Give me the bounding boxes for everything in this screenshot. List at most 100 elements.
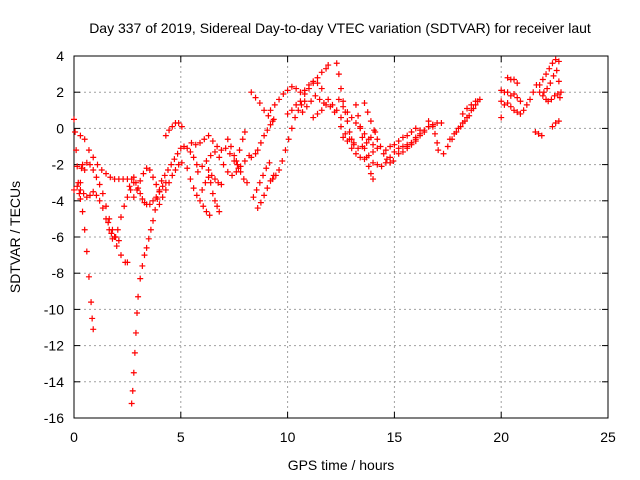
data-point [342, 130, 349, 137]
data-point [514, 109, 521, 116]
data-point [177, 145, 184, 152]
data-point [171, 156, 178, 163]
data-point [150, 174, 157, 181]
data-point [361, 145, 368, 152]
series-arc-17 [199, 172, 225, 193]
data-point [90, 326, 97, 333]
data-point [280, 91, 287, 98]
data-point [199, 163, 206, 170]
data-point [425, 118, 432, 125]
series-arc-16 [194, 148, 253, 179]
data-point [464, 105, 471, 112]
series-arc-09 [130, 165, 163, 201]
data-point [476, 96, 483, 103]
data-point [344, 138, 351, 145]
data-point [111, 234, 118, 240]
data-point [90, 154, 97, 161]
data-point [261, 132, 268, 139]
data-point [226, 150, 233, 157]
series-arc-49 [540, 67, 565, 96]
series-arc-20 [248, 89, 276, 125]
data-point [370, 159, 377, 166]
data-point [71, 186, 77, 193]
data-point [539, 92, 546, 99]
data-point [371, 127, 378, 134]
y-tick-label: 4 [56, 48, 64, 64]
data-point [263, 165, 270, 172]
data-point [218, 147, 225, 154]
data-point [231, 152, 238, 159]
data-point [325, 96, 332, 103]
data-point [370, 148, 377, 155]
series-arc-06 [105, 179, 137, 240]
data-point [377, 143, 384, 150]
data-point [314, 110, 321, 117]
data-point [318, 85, 325, 92]
data-point [310, 80, 317, 87]
data-point [421, 127, 428, 134]
series-arc-22 [250, 159, 273, 201]
data-point [124, 259, 131, 266]
data-point [143, 165, 150, 172]
data-point [197, 139, 204, 146]
data-point [241, 157, 248, 164]
series-arc-42 [459, 98, 479, 117]
data-point [74, 183, 81, 190]
data-point [318, 107, 325, 114]
data-point [172, 167, 179, 174]
data-points [71, 56, 565, 407]
data-point [511, 76, 518, 83]
series-arc-21 [248, 116, 277, 161]
data-point [361, 100, 368, 107]
data-point [544, 85, 551, 92]
data-point [303, 103, 310, 110]
data-point [202, 179, 209, 186]
data-point [152, 206, 159, 213]
data-point [81, 226, 88, 233]
series-arc-12 [162, 119, 185, 139]
data-point [517, 98, 524, 105]
data-point [260, 172, 267, 179]
data-point [244, 179, 251, 186]
data-point [399, 148, 406, 155]
data-point [239, 136, 246, 143]
data-point [514, 94, 521, 101]
data-point [293, 85, 300, 92]
data-point [187, 176, 194, 183]
data-point [558, 89, 565, 96]
data-point [114, 226, 121, 233]
data-point [355, 112, 362, 119]
data-point [234, 161, 241, 168]
data-point [88, 299, 95, 306]
data-point [169, 172, 176, 179]
data-point [335, 96, 342, 103]
data-point [105, 219, 112, 226]
y-tick-label: -16 [44, 410, 64, 426]
data-point [192, 141, 199, 148]
data-point [109, 226, 116, 233]
data-point [333, 60, 340, 67]
data-point [367, 118, 374, 125]
data-point [203, 208, 210, 215]
data-point [546, 65, 553, 72]
data-point [93, 174, 100, 181]
data-point [501, 101, 508, 108]
data-point [214, 143, 221, 150]
data-point [205, 174, 212, 181]
data-point [517, 110, 524, 117]
data-point [297, 89, 304, 96]
data-point [327, 103, 334, 110]
data-point [555, 118, 562, 125]
series-arc-05 [81, 159, 122, 244]
data-point [188, 139, 195, 146]
series-arc-03 [77, 195, 97, 333]
data-point [130, 174, 137, 181]
data-point [184, 165, 191, 172]
data-point [547, 80, 554, 87]
data-point [364, 109, 371, 116]
data-point [498, 114, 505, 121]
data-point [200, 203, 207, 210]
data-point [318, 69, 325, 76]
data-point [504, 74, 511, 81]
data-point [222, 145, 229, 152]
